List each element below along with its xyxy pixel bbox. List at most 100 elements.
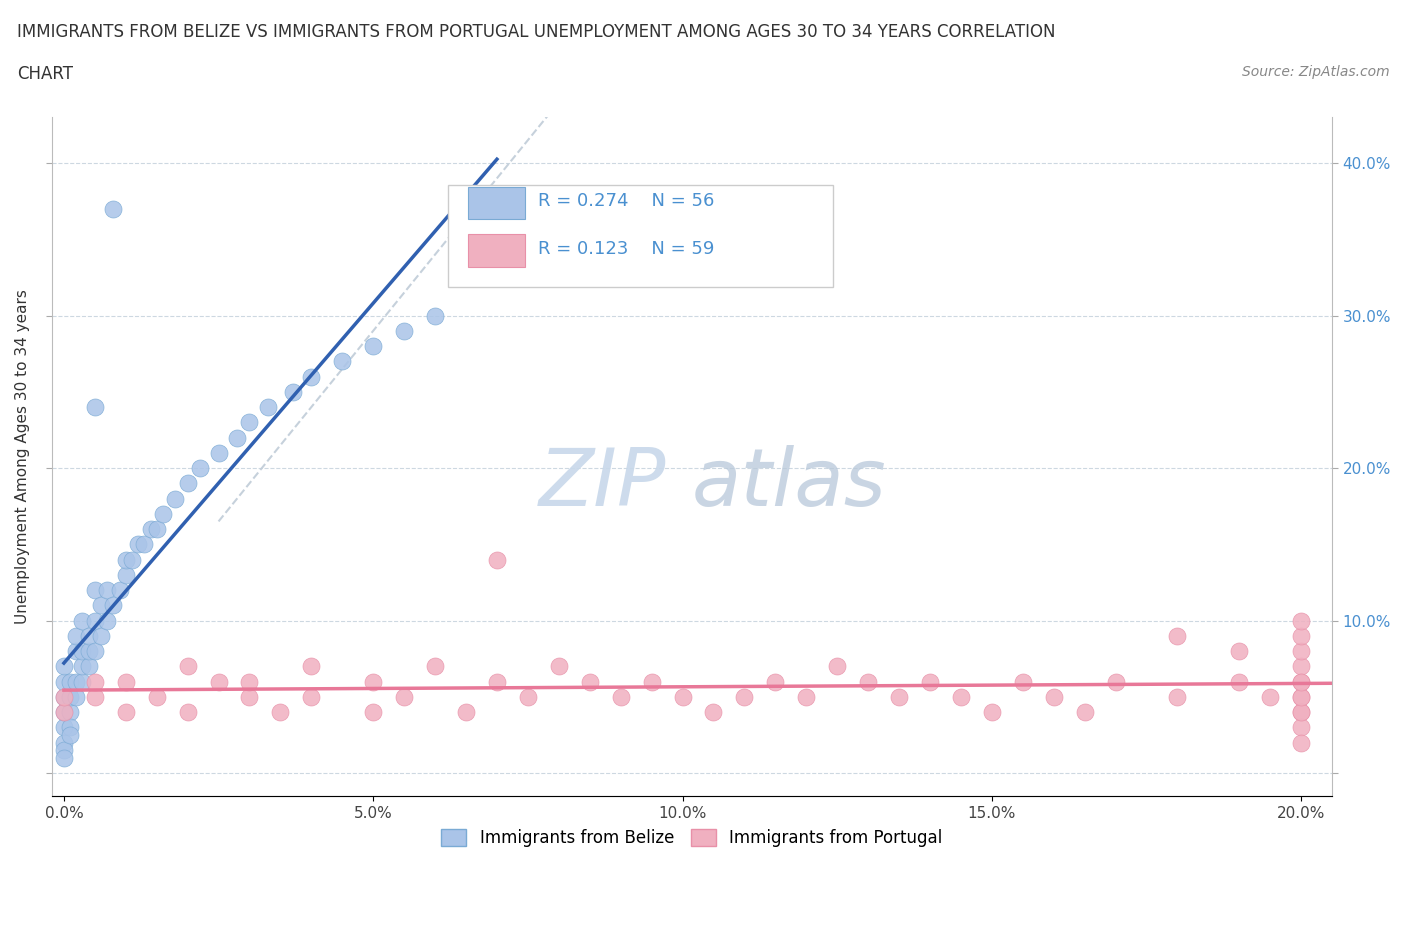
- Point: [52, 720, 75, 735]
- Point: [578, 674, 600, 689]
- Point: [114, 705, 136, 720]
- Point: [72, 613, 94, 628]
- Point: [127, 537, 149, 551]
- Point: [1042, 689, 1064, 704]
- Point: [392, 324, 415, 339]
- Point: [83, 613, 105, 628]
- Text: R = 0.123    N = 59: R = 0.123 N = 59: [538, 240, 714, 258]
- Point: [65, 644, 87, 658]
- Text: R = 0.274    N = 56: R = 0.274 N = 56: [538, 193, 714, 210]
- Point: [103, 202, 125, 217]
- Point: [176, 476, 198, 491]
- Point: [887, 689, 910, 704]
- Point: [121, 552, 143, 567]
- Point: [238, 415, 260, 430]
- Point: [238, 674, 260, 689]
- Point: [1289, 613, 1312, 628]
- Point: [77, 629, 100, 644]
- Point: [485, 674, 508, 689]
- Point: [1289, 674, 1312, 689]
- FancyBboxPatch shape: [468, 187, 526, 219]
- Point: [269, 705, 291, 720]
- Point: [59, 689, 82, 704]
- Point: [1166, 689, 1188, 704]
- Point: [1104, 674, 1126, 689]
- Point: [83, 582, 105, 597]
- Point: [361, 339, 384, 353]
- Text: atlas: atlas: [692, 445, 887, 523]
- Point: [238, 689, 260, 704]
- Point: [83, 644, 105, 658]
- Point: [299, 658, 322, 673]
- Point: [763, 674, 786, 689]
- Point: [361, 674, 384, 689]
- Point: [485, 552, 508, 567]
- Point: [90, 598, 112, 613]
- Point: [139, 522, 162, 537]
- Point: [1289, 689, 1312, 704]
- Point: [72, 644, 94, 658]
- Point: [72, 674, 94, 689]
- Point: [59, 727, 82, 742]
- Point: [547, 658, 569, 673]
- Point: [516, 689, 538, 704]
- Point: [108, 582, 131, 597]
- Point: [1289, 705, 1312, 720]
- Point: [1289, 720, 1312, 735]
- Point: [918, 674, 941, 689]
- Point: [52, 689, 75, 704]
- Point: [65, 674, 87, 689]
- Point: [1289, 689, 1312, 704]
- Text: IMMIGRANTS FROM BELIZE VS IMMIGRANTS FROM PORTUGAL UNEMPLOYMENT AMONG AGES 30 TO: IMMIGRANTS FROM BELIZE VS IMMIGRANTS FRO…: [17, 23, 1056, 41]
- Point: [330, 353, 353, 368]
- Point: [96, 613, 118, 628]
- Point: [176, 658, 198, 673]
- Point: [226, 430, 249, 445]
- Point: [176, 705, 198, 720]
- Point: [96, 582, 118, 597]
- Point: [1011, 674, 1033, 689]
- Point: [609, 689, 631, 704]
- Point: [702, 705, 724, 720]
- Y-axis label: Unemployment Among Ages 30 to 34 years: Unemployment Among Ages 30 to 34 years: [15, 289, 30, 624]
- Point: [145, 689, 167, 704]
- Point: [856, 674, 879, 689]
- Point: [299, 369, 322, 384]
- Point: [281, 384, 304, 399]
- Point: [1289, 705, 1312, 720]
- Point: [207, 674, 229, 689]
- Point: [188, 460, 211, 475]
- Point: [257, 400, 280, 415]
- Point: [152, 506, 174, 521]
- Point: [52, 705, 75, 720]
- Text: ZIP: ZIP: [538, 445, 666, 523]
- Point: [1227, 644, 1250, 658]
- Point: [392, 689, 415, 704]
- Point: [733, 689, 755, 704]
- Point: [640, 674, 662, 689]
- Point: [65, 689, 87, 704]
- Point: [59, 705, 82, 720]
- Point: [423, 308, 446, 323]
- Point: [114, 674, 136, 689]
- Point: [83, 674, 105, 689]
- Point: [114, 552, 136, 567]
- Point: [825, 658, 848, 673]
- Point: [165, 491, 187, 506]
- Point: [1073, 705, 1095, 720]
- Point: [83, 400, 105, 415]
- Point: [52, 689, 75, 704]
- Point: [59, 720, 82, 735]
- Point: [1289, 735, 1312, 750]
- Point: [1258, 689, 1281, 704]
- Point: [52, 735, 75, 750]
- Point: [1289, 658, 1312, 673]
- Point: [59, 674, 82, 689]
- Point: [83, 689, 105, 704]
- Point: [52, 743, 75, 758]
- Point: [52, 658, 75, 673]
- Point: [52, 674, 75, 689]
- Point: [1289, 644, 1312, 658]
- Point: [207, 445, 229, 460]
- Point: [1227, 674, 1250, 689]
